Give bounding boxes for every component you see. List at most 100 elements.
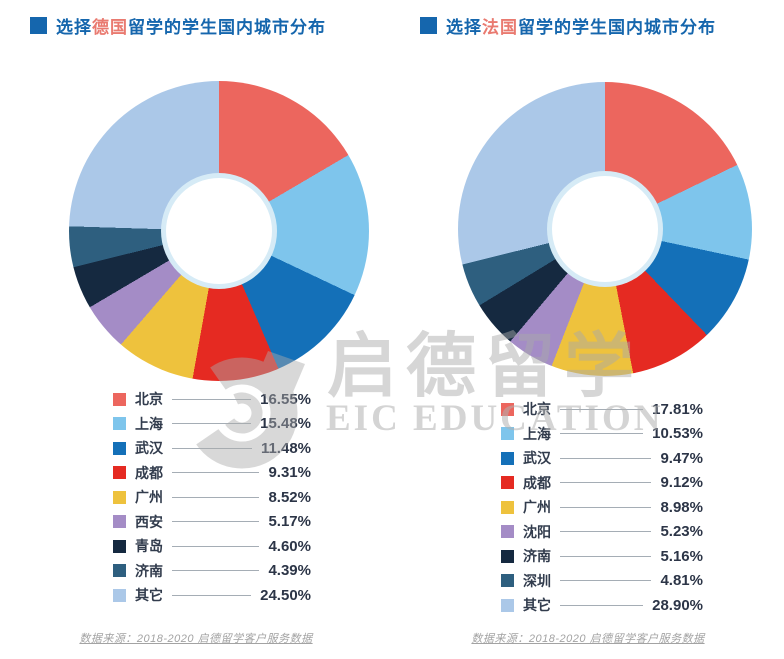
legend-swatch (501, 402, 514, 416)
legend-city: 西安 (135, 513, 163, 530)
legend-swatch (501, 427, 514, 441)
legend-row: 沈阳 5.23% (501, 520, 703, 545)
legend-percentage: 9.47% (660, 449, 703, 467)
germany-legend: 北京 16.55% 上海 15.48% 武汉 11.48% 成都 9.31% 广… (113, 387, 311, 608)
legend-percentage: 4.39% (268, 562, 311, 580)
legend-swatch (501, 598, 514, 612)
legend-percentage: 5.17% (268, 513, 311, 531)
legend-leader-line (172, 398, 252, 400)
legend-percentage: 15.48% (260, 415, 311, 433)
legend-city: 武汉 (523, 450, 551, 467)
legend-percentage: 17.81% (652, 400, 703, 418)
france-legend: 北京 17.81% 上海 10.53% 武汉 9.47% 成都 9.12% 广州… (501, 397, 703, 618)
legend-percentage: 24.50% (260, 586, 311, 604)
legend-leader-line (560, 580, 652, 582)
legend-row: 上海 10.53% (501, 422, 703, 447)
legend-city: 广州 (523, 499, 551, 516)
legend-row: 西安 5.17% (113, 510, 311, 535)
legend-swatch (113, 392, 126, 406)
legend-city: 济南 (523, 548, 551, 565)
legend-percentage: 8.52% (268, 488, 311, 506)
donut-hole (552, 176, 658, 282)
legend-swatch (113, 490, 126, 504)
title-country: 德国 (92, 18, 128, 37)
legend-swatch (501, 500, 514, 514)
france-title: 选择法国留学的学生国内城市分布 (420, 13, 716, 38)
france-donut-chart (458, 82, 752, 376)
legend-row: 青岛 4.60% (113, 534, 311, 559)
legend-row: 武汉 9.47% (501, 446, 703, 471)
donut-hole (166, 178, 272, 284)
legend-city: 沈阳 (523, 523, 551, 540)
legend-city: 武汉 (135, 440, 163, 457)
legend-swatch (113, 515, 126, 529)
germany-title-text: 选择德国留学的学生国内城市分布 (56, 13, 326, 38)
legend-percentage: 9.31% (268, 464, 311, 482)
legend-row: 北京 16.55% (113, 387, 311, 412)
title-bullet-square (30, 17, 47, 34)
legend-row: 北京 17.81% (501, 397, 703, 422)
legend-leader-line (560, 408, 644, 410)
legend-leader-line (172, 472, 260, 474)
legend-row: 武汉 11.48% (113, 436, 311, 461)
legend-leader-line (172, 447, 252, 449)
legend-percentage: 28.90% (652, 596, 703, 614)
legend-swatch (113, 588, 126, 602)
title-post: 留学的学生国内城市分布 (518, 18, 716, 37)
data-source-note: 数据来源：2018-2020 启德留学客户服务数据 (471, 633, 705, 645)
legend-city: 深圳 (523, 572, 551, 589)
legend-leader-line (560, 433, 644, 435)
legend-percentage: 8.98% (660, 498, 703, 516)
legend-row: 广州 8.98% (501, 495, 703, 520)
legend-row: 成都 9.31% (113, 461, 311, 486)
legend-swatch (501, 476, 514, 490)
legend-city: 上海 (523, 425, 551, 442)
legend-swatch (113, 564, 126, 578)
germany-donut-chart (69, 81, 369, 381)
legend-city: 青岛 (135, 538, 163, 555)
legend-leader-line (560, 604, 644, 606)
legend-swatch (113, 417, 126, 431)
legend-percentage: 5.16% (660, 547, 703, 565)
legend-swatch (501, 574, 514, 588)
legend-percentage: 11.48% (260, 439, 311, 457)
legend-city: 北京 (135, 391, 163, 408)
legend-city: 其它 (135, 587, 163, 604)
legend-city: 成都 (135, 464, 163, 481)
legend-percentage: 16.55% (260, 390, 311, 408)
legend-city: 上海 (135, 415, 163, 432)
germany-title: 选择德国留学的学生国内城市分布 (30, 13, 326, 38)
title-pre: 选择 (56, 18, 92, 37)
legend-row: 深圳 4.81% (501, 569, 703, 594)
legend-city: 广州 (135, 489, 163, 506)
france-footer: 数据来源：2018-2020 启德留学客户服务数据 (392, 629, 784, 647)
legend-row: 上海 15.48% (113, 412, 311, 437)
legend-swatch (501, 525, 514, 539)
title-pre: 选择 (446, 18, 482, 37)
legend-city: 北京 (523, 401, 551, 418)
legend-city: 其它 (523, 597, 551, 614)
legend-percentage: 4.60% (268, 537, 311, 555)
legend-leader-line (560, 457, 652, 459)
legend-swatch (113, 441, 126, 455)
legend-row: 广州 8.52% (113, 485, 311, 510)
legend-swatch (501, 451, 514, 465)
title-post: 留学的学生国内城市分布 (128, 18, 326, 37)
legend-percentage: 10.53% (652, 425, 703, 443)
legend-swatch (501, 549, 514, 563)
legend-row: 其它 24.50% (113, 583, 311, 608)
title-bullet-square (420, 17, 437, 34)
legend-swatch (113, 539, 126, 553)
legend-leader-line (172, 545, 260, 547)
title-country: 法国 (482, 18, 518, 37)
legend-row: 其它 28.90% (501, 593, 703, 618)
legend-leader-line (172, 521, 260, 523)
legend-leader-line (560, 531, 652, 533)
germany-footer: 数据来源：2018-2020 启德留学客户服务数据 (0, 629, 392, 647)
legend-row: 济南 4.39% (113, 559, 311, 584)
legend-swatch (113, 466, 126, 480)
france-title-text: 选择法国留学的学生国内城市分布 (446, 13, 716, 38)
legend-row: 济南 5.16% (501, 544, 703, 569)
legend-city: 成都 (523, 474, 551, 491)
